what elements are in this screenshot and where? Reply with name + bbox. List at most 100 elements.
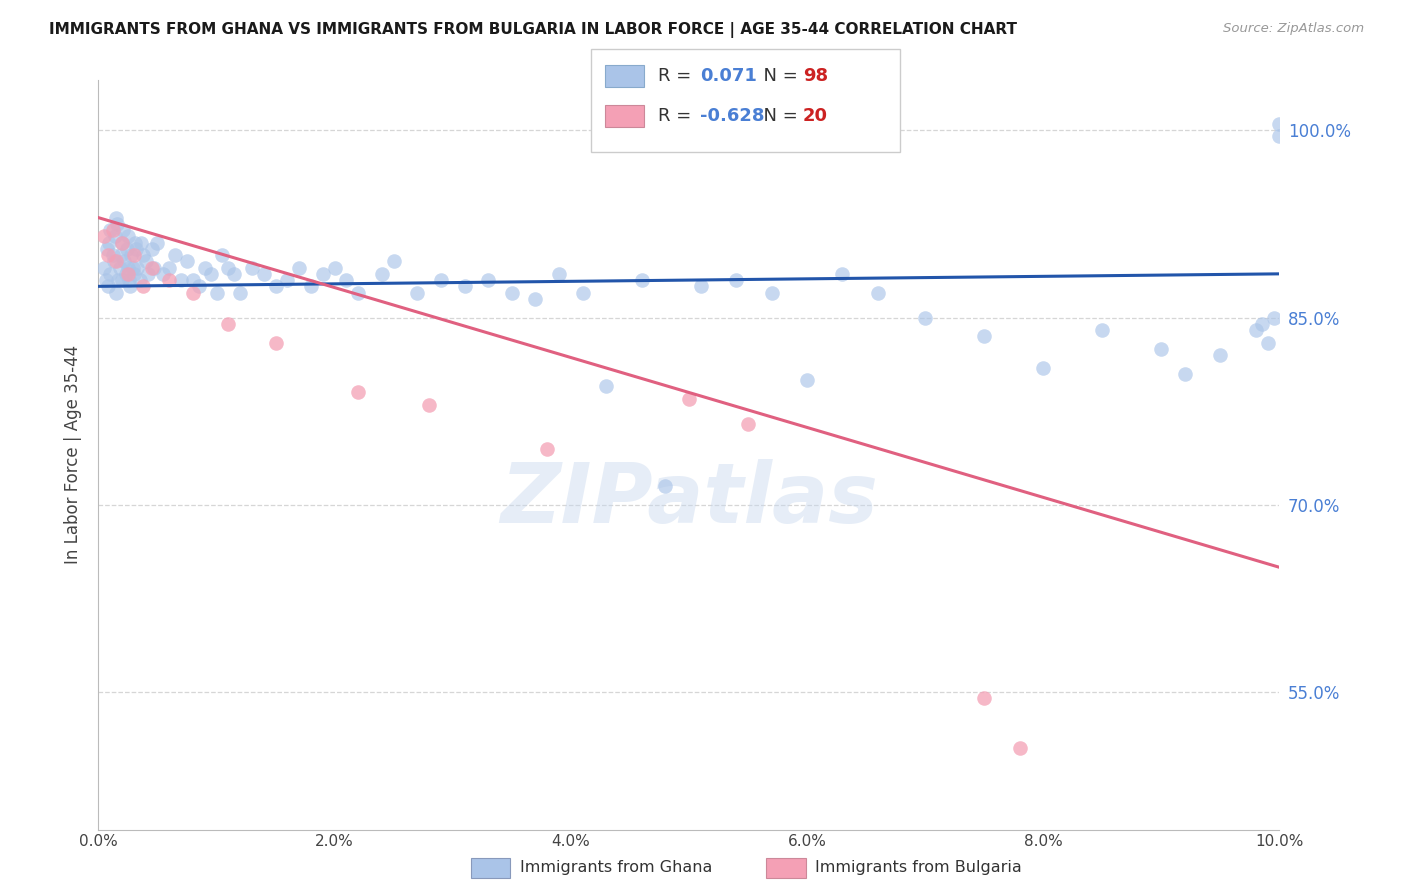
Point — [97, 248, 120, 262]
Point — [170, 273, 193, 287]
Point — [93, 229, 115, 244]
Point — [229, 285, 252, 300]
Point — [121, 260, 143, 275]
Point — [1209, 348, 1232, 362]
Point — [105, 217, 128, 231]
Point — [678, 392, 700, 406]
Point — [157, 273, 180, 287]
Point — [125, 242, 148, 256]
Point — [276, 273, 298, 287]
Point — [382, 254, 405, 268]
Point — [105, 285, 128, 300]
Point — [124, 235, 146, 250]
Point — [176, 254, 198, 268]
Text: N =: N = — [752, 107, 804, 125]
Point — [135, 254, 157, 268]
Text: 20: 20 — [803, 107, 828, 125]
Point — [194, 260, 217, 275]
Point — [689, 279, 711, 293]
Point — [654, 479, 676, 493]
Y-axis label: In Labor Force | Age 35-44: In Labor Force | Age 35-44 — [65, 345, 83, 565]
Point — [107, 273, 129, 287]
Point — [831, 267, 853, 281]
Point — [141, 242, 163, 256]
Point — [121, 248, 143, 262]
Point — [127, 260, 149, 275]
Point — [1268, 117, 1291, 131]
Point — [118, 273, 141, 287]
Point — [98, 267, 121, 281]
Point — [104, 229, 127, 244]
Point — [1150, 342, 1173, 356]
Point — [110, 248, 132, 262]
Point — [105, 211, 128, 225]
Point — [406, 285, 429, 300]
Point — [725, 273, 748, 287]
Point — [96, 242, 118, 256]
Text: IMMIGRANTS FROM GHANA VS IMMIGRANTS FROM BULGARIA IN LABOR FORCE | AGE 35-44 COR: IMMIGRANTS FROM GHANA VS IMMIGRANTS FROM… — [49, 22, 1017, 38]
Point — [335, 273, 357, 287]
Point — [114, 267, 136, 281]
Point — [111, 273, 134, 287]
Point — [101, 223, 124, 237]
Point — [323, 260, 346, 275]
Point — [1263, 310, 1285, 325]
Point — [111, 235, 134, 250]
Point — [548, 267, 571, 281]
Point — [1250, 317, 1272, 331]
Point — [253, 267, 276, 281]
Point — [111, 235, 134, 250]
Text: -0.628: -0.628 — [700, 107, 765, 125]
Point — [737, 417, 759, 431]
Point — [914, 310, 936, 325]
Point — [105, 254, 128, 268]
Point — [112, 254, 135, 268]
Point — [571, 285, 593, 300]
Point — [141, 260, 163, 275]
Point — [117, 260, 139, 275]
Text: Immigrants from Bulgaria: Immigrants from Bulgaria — [815, 861, 1022, 875]
Point — [536, 442, 558, 456]
Point — [117, 229, 139, 244]
Point — [181, 273, 204, 287]
Point — [347, 385, 370, 400]
Point — [477, 273, 499, 287]
Point — [146, 235, 169, 250]
Point — [501, 285, 523, 300]
Point — [1032, 360, 1054, 375]
Point — [122, 267, 145, 281]
Point — [136, 267, 159, 281]
Point — [312, 267, 335, 281]
Point — [240, 260, 263, 275]
Text: N =: N = — [752, 67, 804, 85]
Point — [1244, 323, 1267, 337]
Text: Source: ZipAtlas.com: Source: ZipAtlas.com — [1223, 22, 1364, 36]
Point — [200, 267, 222, 281]
Point — [112, 223, 135, 237]
Point — [122, 248, 145, 262]
Point — [796, 373, 818, 387]
Point — [418, 398, 440, 412]
Point — [94, 273, 117, 287]
Point — [98, 223, 121, 237]
Point — [115, 242, 138, 256]
Point — [93, 260, 115, 275]
Point — [211, 248, 233, 262]
Point — [1091, 323, 1114, 337]
Point — [205, 285, 228, 300]
Point — [288, 260, 311, 275]
Text: 98: 98 — [803, 67, 828, 85]
Point — [181, 285, 204, 300]
Text: R =: R = — [658, 107, 697, 125]
Point — [157, 260, 180, 275]
Point — [129, 235, 152, 250]
Point — [973, 329, 995, 343]
Point — [524, 292, 547, 306]
Point — [142, 260, 165, 275]
Point — [132, 279, 155, 293]
Point — [117, 267, 139, 281]
Point — [595, 379, 617, 393]
Point — [1257, 335, 1279, 350]
Point — [264, 335, 287, 350]
Point — [152, 267, 174, 281]
